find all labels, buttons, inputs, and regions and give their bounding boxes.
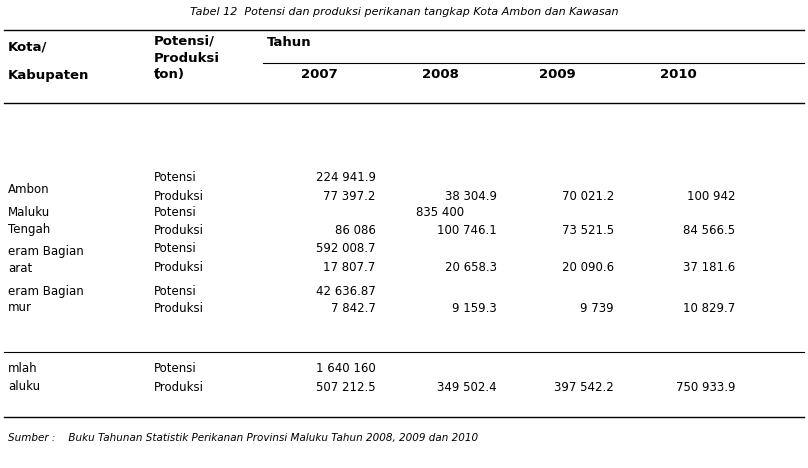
Text: 9 739: 9 739 (580, 302, 614, 315)
Text: 592 008.7: 592 008.7 (316, 242, 376, 256)
Text: Ambon: Ambon (8, 183, 50, 196)
Text: 100 942: 100 942 (687, 190, 735, 203)
Text: aluku: aluku (8, 380, 40, 393)
Text: 17 807.7: 17 807.7 (323, 261, 376, 274)
Text: Potensi: Potensi (154, 285, 196, 298)
Text: 86 086: 86 086 (335, 224, 376, 237)
Text: Produksi: Produksi (154, 224, 204, 237)
Text: 70 021.2: 70 021.2 (562, 190, 614, 203)
Text: Potensi: Potensi (154, 362, 196, 375)
Text: Produksi: Produksi (154, 261, 204, 274)
Text: arat: arat (8, 262, 32, 275)
Text: 507 212.5: 507 212.5 (316, 381, 376, 394)
Text: Produksi: Produksi (154, 302, 204, 315)
Text: Produksi: Produksi (154, 51, 220, 65)
Text: 397 542.2: 397 542.2 (554, 381, 614, 394)
Text: Sumber :    Buku Tahunan Statistik Perikanan Provinsi Maluku Tahun 2008, 2009 da: Sumber : Buku Tahunan Statistik Perikana… (8, 432, 478, 443)
Text: 20 658.3: 20 658.3 (445, 261, 497, 274)
Text: 835 400: 835 400 (416, 206, 465, 219)
Text: Produksi: Produksi (154, 381, 204, 394)
Text: 37 181.6: 37 181.6 (683, 261, 735, 274)
Text: Tengah: Tengah (8, 223, 50, 236)
Text: (: ( (154, 68, 160, 81)
Text: 10 829.7: 10 829.7 (683, 302, 735, 315)
Text: Produksi: Produksi (154, 190, 204, 203)
Text: Kota/: Kota/ (8, 40, 48, 53)
Text: 84 566.5: 84 566.5 (683, 224, 735, 237)
Text: 224 941.9: 224 941.9 (316, 171, 376, 184)
Text: 77 397.2: 77 397.2 (323, 190, 376, 203)
Text: 349 502.4: 349 502.4 (437, 381, 497, 394)
Text: 7 842.7: 7 842.7 (330, 302, 376, 315)
Text: 42 636.87: 42 636.87 (316, 285, 376, 298)
Text: 2010: 2010 (660, 68, 697, 81)
Text: Kabupaten: Kabupaten (8, 69, 90, 82)
Text: mlah: mlah (8, 362, 38, 375)
Text: 20 090.6: 20 090.6 (562, 261, 614, 274)
Text: Potensi/: Potensi/ (154, 35, 214, 48)
Text: 750 933.9: 750 933.9 (675, 381, 735, 394)
Text: 2008: 2008 (422, 68, 459, 81)
Text: 9 159.3: 9 159.3 (452, 302, 497, 315)
Text: 1 640 160: 1 640 160 (316, 362, 376, 375)
Text: Maluku: Maluku (8, 206, 50, 219)
Text: Potensi: Potensi (154, 206, 196, 219)
Text: eram Bagian: eram Bagian (8, 245, 84, 258)
Text: 2007: 2007 (301, 68, 338, 81)
Text: 100 746.1: 100 746.1 (437, 224, 497, 237)
Text: Tabel 12  Potensi dan produksi perikanan tangkap Kota Ambon dan Kawasan: Tabel 12 Potensi dan produksi perikanan … (190, 7, 618, 17)
Text: eram Bagian: eram Bagian (8, 285, 84, 298)
Text: Potensi: Potensi (154, 171, 196, 184)
Text: 38 304.9: 38 304.9 (445, 190, 497, 203)
Text: 2009: 2009 (539, 68, 576, 81)
Text: mur: mur (8, 301, 32, 314)
Text: Tahun: Tahun (267, 36, 311, 49)
Text: Potensi: Potensi (154, 242, 196, 256)
Text: ton): ton) (154, 68, 184, 81)
Text: 73 521.5: 73 521.5 (562, 224, 614, 237)
